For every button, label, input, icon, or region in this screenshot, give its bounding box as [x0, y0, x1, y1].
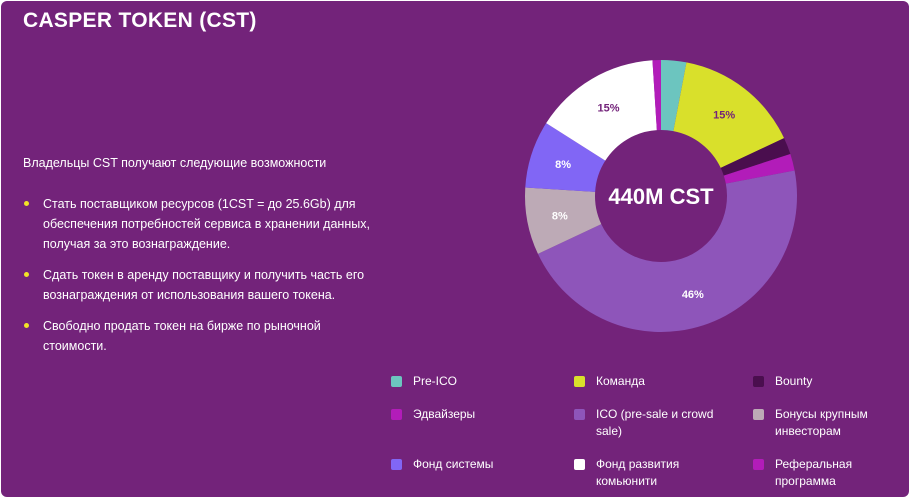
legend-label: ICO (pre-sale и crowd sale) [596, 407, 714, 438]
legend-label: Команда [596, 374, 645, 388]
legend-item: Фонд системы [391, 456, 551, 473]
legend-swatch-icon [574, 376, 585, 387]
chart-center-label: 440M CST [608, 184, 714, 209]
legend-swatch-icon [753, 459, 764, 470]
slice-data-label: 15% [713, 110, 735, 122]
legend-item: Эдвайзеры [391, 406, 551, 423]
legend-item: Bounty [753, 373, 909, 390]
pie-slice-7 [525, 123, 606, 192]
slice-data-label: 46% [682, 289, 704, 301]
pie-slice-4 [723, 153, 795, 184]
list-item-text: Сдать токен в аренду поставщику и получи… [43, 268, 365, 302]
legend-item: ICO (pre-sale и crowd sale) [574, 406, 734, 440]
legend-label: Bounty [775, 374, 813, 388]
slice-data-label: 15% [598, 102, 620, 114]
legend-item: Фонд развития комьюнити [574, 456, 734, 490]
legend-label: Эдвайзеры [413, 407, 476, 421]
legend-label: Фонд системы [413, 457, 494, 471]
bullet-dot-icon [24, 323, 29, 328]
legend-swatch-icon [391, 459, 402, 470]
list-item: Свободно продать токен на бирже по рыноч… [23, 316, 383, 356]
token-panel: CASPER TOKEN (CST) Владельцы CST получаю… [1, 1, 909, 497]
legend-swatch-icon [753, 376, 764, 387]
legend-item: Pre-ICO [391, 373, 551, 390]
intro-text: Владельцы CST получают следующие возможн… [23, 156, 327, 170]
pie-slice-1 [661, 60, 687, 132]
token-distribution-chart: 15% 46% 8% 8% 15% 440M CST [525, 60, 797, 333]
legend-label: Реферальная программа [775, 457, 853, 488]
pie-slice-8 [546, 60, 657, 161]
legend-swatch-icon [391, 376, 402, 387]
legend-swatch-icon [574, 459, 585, 470]
legend-label: Фонд развития комьюнити [596, 457, 680, 488]
list-item: Сдать токен в аренду поставщику и получи… [23, 265, 383, 305]
legend-swatch-icon [391, 409, 402, 420]
benefits-list: Стать поставщиком ресурсов (1CST = до 25… [23, 194, 383, 367]
bullet-dot-icon [24, 272, 29, 277]
legend-swatch-icon [753, 409, 764, 420]
legend-label: Pre-ICO [413, 374, 458, 388]
list-item: Стать поставщиком ресурсов (1CST = до 25… [23, 194, 383, 254]
pie-slice-6 [525, 187, 602, 254]
pie-slice-9 [652, 60, 661, 131]
list-item-text: Стать поставщиком ресурсов (1CST = до 25… [43, 197, 370, 251]
page-title: CASPER TOKEN (CST) [23, 9, 257, 32]
legend-item: Реферальная программа [753, 456, 909, 490]
slice-data-label: 8% [552, 210, 568, 222]
legend-item: Бонусы крупным инвесторам [753, 406, 909, 440]
pie-slice-5 [537, 170, 797, 333]
slice-data-label: 8% [555, 159, 571, 171]
legend-swatch-icon [574, 409, 585, 420]
legend-label: Бонусы крупным инвесторам [775, 407, 868, 438]
pie-slice-2 [673, 62, 785, 168]
chart-legend: Pre-ICO Команда Bounty Эдвайзеры ICO (pre-sa… [391, 369, 906, 494]
list-item-text: Свободно продать токен на бирже по рыноч… [43, 319, 321, 353]
pie-slice-3 [720, 138, 791, 176]
legend-item: Команда [574, 373, 734, 390]
bullet-dot-icon [24, 201, 29, 206]
